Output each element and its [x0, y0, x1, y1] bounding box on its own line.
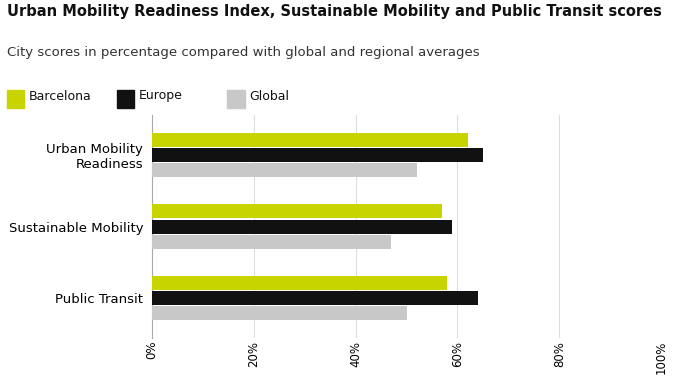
Text: Global: Global: [249, 89, 289, 103]
Bar: [152, 291, 478, 305]
Text: City scores in percentage compared with global and regional averages: City scores in percentage compared with …: [7, 46, 480, 59]
Bar: [152, 204, 442, 218]
Bar: [152, 148, 483, 162]
Bar: [152, 306, 407, 321]
Bar: [152, 276, 447, 290]
Bar: [152, 220, 453, 233]
Text: Europe: Europe: [139, 89, 183, 103]
Text: Barcelona: Barcelona: [29, 89, 92, 103]
Bar: [152, 132, 468, 147]
Bar: [152, 235, 391, 249]
Bar: [152, 163, 417, 177]
Text: Urban Mobility Readiness Index, Sustainable Mobility and Public Transit scores: Urban Mobility Readiness Index, Sustaina…: [7, 4, 661, 19]
